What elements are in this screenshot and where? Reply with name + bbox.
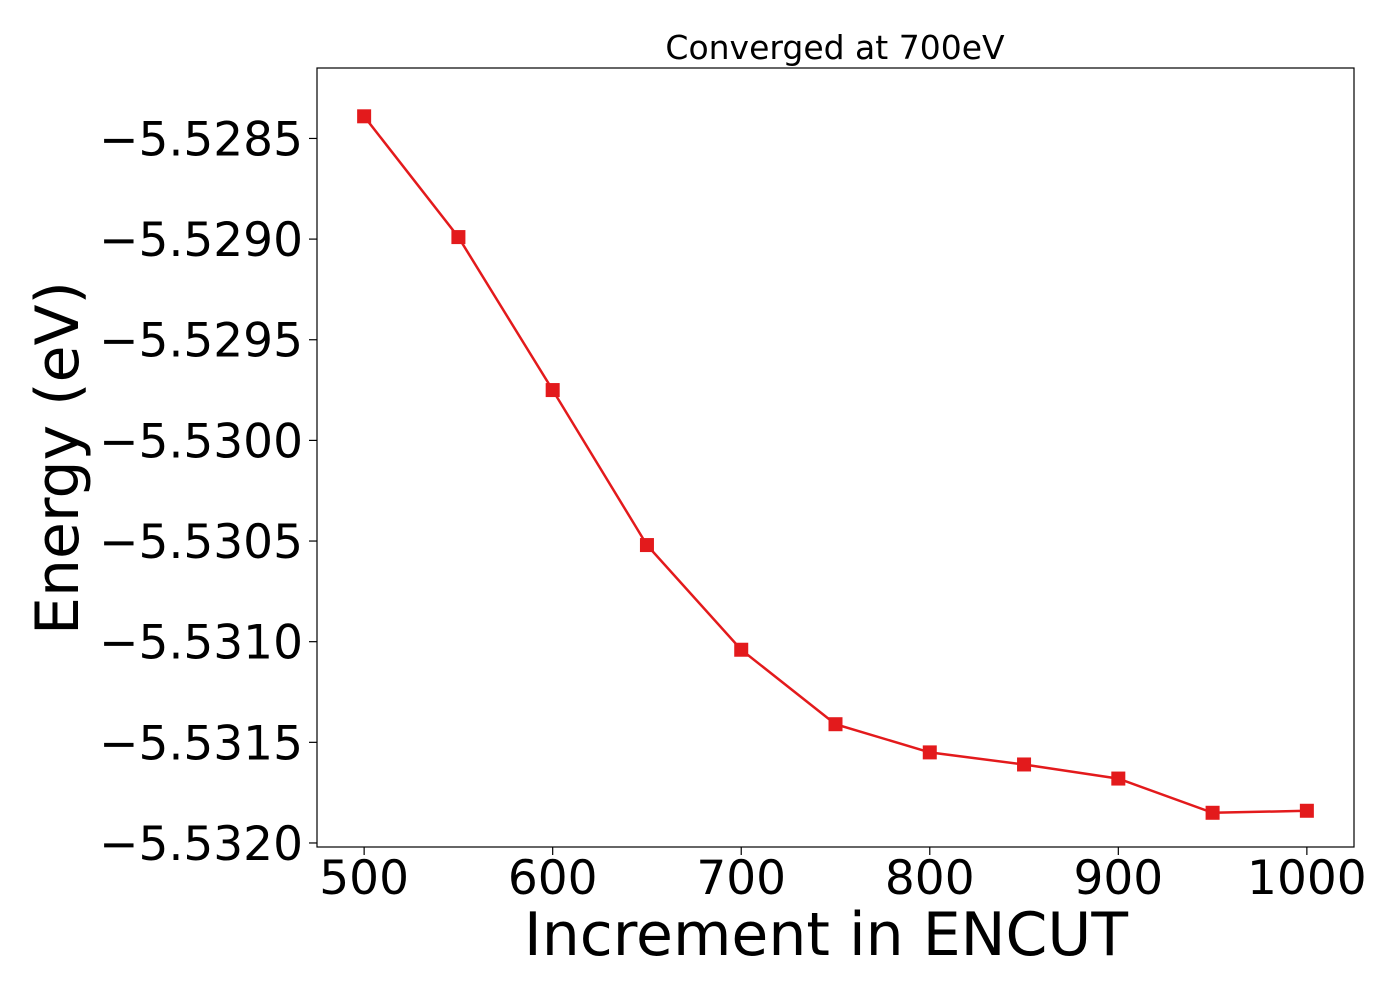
data-point-marker bbox=[828, 717, 843, 732]
data-point-marker bbox=[922, 745, 937, 760]
y-tick-label: −5.5315 bbox=[99, 716, 303, 771]
data-point-marker bbox=[357, 109, 372, 124]
data-point-marker bbox=[545, 383, 560, 398]
plot-frame bbox=[316, 67, 1355, 848]
y-tick-label: −5.5305 bbox=[99, 515, 303, 570]
y-tick-label: −5.5295 bbox=[99, 314, 303, 369]
y-axis: −5.5285 −5.5290 −5.5295 −5.5300 −5.5305 −5.53… bbox=[99, 112, 317, 872]
y-tick-label: −5.5285 bbox=[99, 112, 303, 167]
y-tick-label: −5.5290 bbox=[99, 213, 303, 268]
x-tick-label: 500 bbox=[319, 851, 409, 906]
x-tick-label: 1000 bbox=[1247, 851, 1367, 906]
data-point-marker bbox=[1205, 805, 1220, 820]
data-point-marker bbox=[1111, 771, 1126, 786]
y-axis-label: Energy (eV) bbox=[23, 281, 93, 635]
plot-area bbox=[357, 109, 1314, 820]
y-tick-label: −5.5310 bbox=[99, 616, 303, 671]
data-point-marker bbox=[639, 538, 654, 553]
x-tick-label: 600 bbox=[508, 851, 598, 906]
x-tick-label: 700 bbox=[696, 851, 786, 906]
x-tick-label: 800 bbox=[885, 851, 975, 906]
series-line bbox=[363, 115, 1307, 815]
y-tick-label: −5.5300 bbox=[99, 414, 303, 469]
data-point-marker bbox=[1299, 803, 1314, 818]
data-point-marker bbox=[1017, 757, 1032, 772]
chart-title: Converged at 700eV bbox=[665, 28, 1005, 67]
data-point-marker bbox=[451, 230, 466, 245]
x-tick-label: 900 bbox=[1073, 851, 1163, 906]
x-axis-label: Increment in ENCUT bbox=[524, 900, 1128, 970]
data-point-marker bbox=[734, 642, 749, 657]
y-tick-label: −5.5320 bbox=[99, 817, 303, 872]
x-axis: 500 600 700 800 900 1000 bbox=[319, 847, 1367, 906]
